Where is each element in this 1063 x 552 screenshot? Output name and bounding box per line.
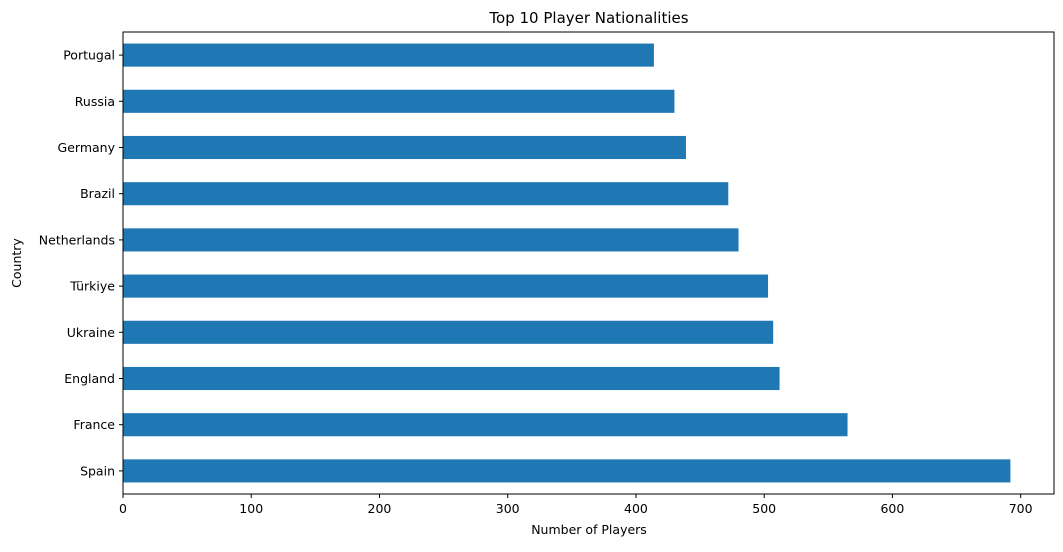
x-axis-title: Number of Players: [531, 522, 647, 537]
x-tick-label: 600: [880, 501, 904, 516]
y-axis-ticks: Spain France England Ukraine Türkiye Netherla…: [39, 48, 123, 478]
bar-spain: [123, 459, 1011, 483]
y-tick-label: Portugal: [63, 48, 115, 63]
plot-frame: [122, 31, 1055, 495]
bars-group: [123, 43, 1011, 483]
x-tick-label: 0: [119, 501, 127, 516]
bar-brazil: [123, 182, 729, 206]
x-tick-label: 200: [368, 501, 392, 516]
y-tick-label: Ukraine: [67, 325, 116, 340]
chart-title: Top 10 Player Nationalities: [488, 9, 688, 27]
y-tick-label: Türkiye: [69, 279, 115, 294]
bar-t-rkiye: [123, 274, 769, 298]
x-tick-label: 400: [624, 501, 648, 516]
y-tick-label: Netherlands: [39, 232, 115, 247]
bar-russia: [123, 89, 675, 113]
x-tick-label: 300: [496, 501, 520, 516]
x-tick-label: 500: [752, 501, 776, 516]
y-tick-label: England: [64, 371, 115, 386]
y-tick-label: France: [73, 417, 115, 432]
y-tick-label: Spain: [80, 463, 115, 478]
bar-england: [123, 366, 780, 391]
y-tick-label: Brazil: [80, 186, 115, 201]
y-axis-title: Country: [9, 238, 24, 288]
x-tick-label: 100: [239, 501, 263, 516]
y-tick-label: Russia: [75, 94, 115, 109]
bar-germany: [123, 135, 686, 160]
bar-france: [123, 413, 848, 437]
bar-ukraine: [123, 320, 774, 344]
x-axis-ticks: 0 100 200 300 400 500 600 700: [119, 494, 1033, 516]
bar-portugal: [123, 43, 654, 67]
y-tick-label: Germany: [58, 140, 116, 155]
bar-netherlands: [123, 228, 739, 252]
x-tick-label: 700: [1009, 501, 1033, 516]
